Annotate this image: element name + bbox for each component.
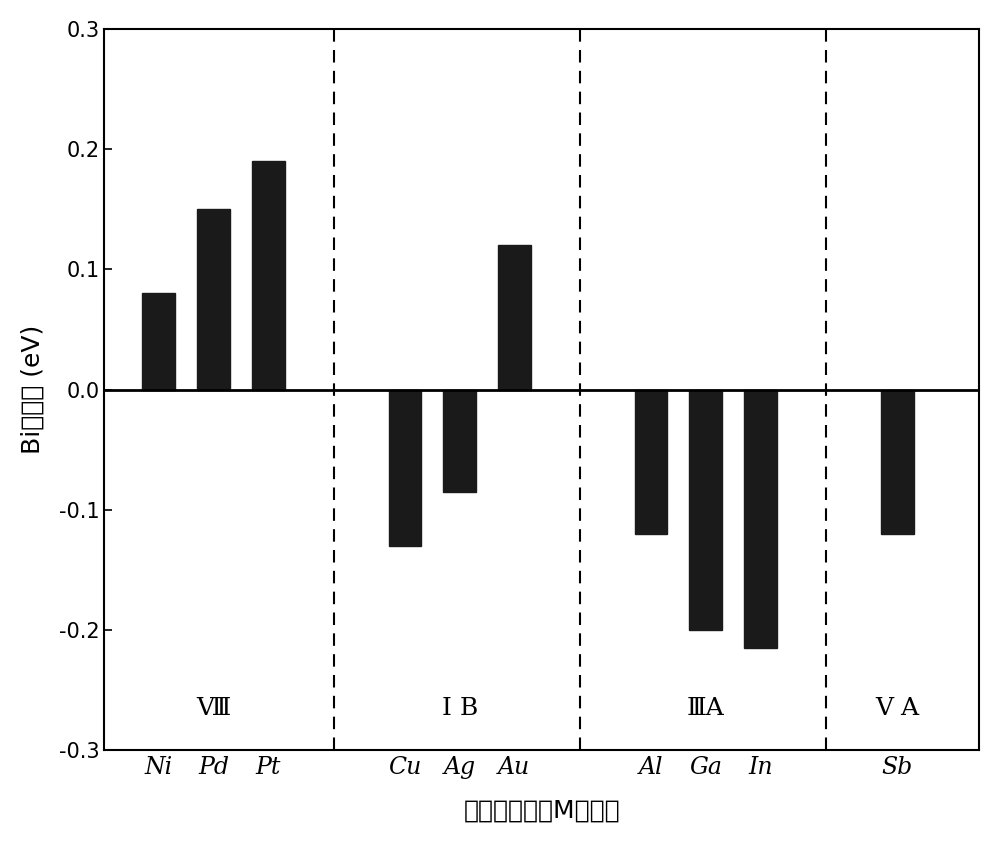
Bar: [689, 389, 722, 630]
Y-axis label: Bi偏析能 (eV): Bi偏析能 (eV): [21, 325, 45, 454]
Bar: [252, 161, 285, 389]
Text: I B: I B: [442, 696, 478, 720]
Bar: [881, 389, 914, 534]
Bar: [443, 389, 476, 491]
X-axis label: 合金化元素（M）种类: 合金化元素（M）种类: [463, 798, 620, 822]
Text: Ⅷ: Ⅷ: [196, 696, 231, 720]
Bar: [635, 389, 667, 534]
Bar: [389, 389, 421, 545]
Text: V A: V A: [875, 696, 919, 720]
Bar: [142, 293, 175, 389]
Bar: [197, 209, 230, 389]
Bar: [498, 245, 531, 389]
Text: ⅢA: ⅢA: [687, 696, 725, 720]
Bar: [744, 389, 777, 648]
